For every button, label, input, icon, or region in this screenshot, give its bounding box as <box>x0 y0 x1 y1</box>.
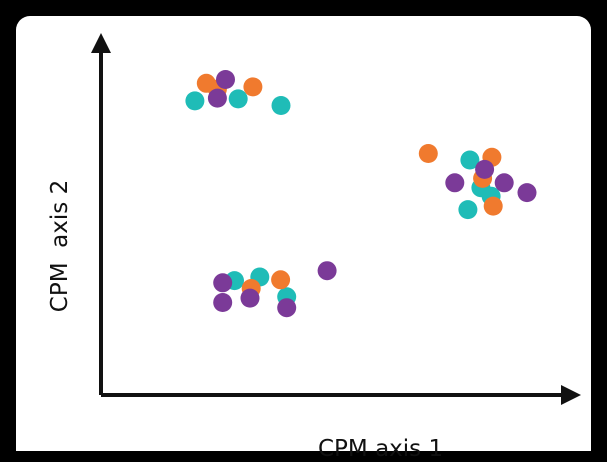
data-point <box>418 144 438 163</box>
y-axis-arrowhead <box>91 33 111 53</box>
chart-panel: CPM axis 1 CPM axis 2 <box>16 16 591 462</box>
data-point <box>271 96 291 115</box>
data-point <box>445 173 465 193</box>
scatter-plot <box>91 33 581 405</box>
data-point <box>483 196 503 216</box>
data-point <box>460 150 480 170</box>
y-axis-label: CPM axis 2 <box>47 179 73 313</box>
data-points <box>185 70 537 318</box>
data-point <box>216 70 235 89</box>
data-point <box>228 89 248 109</box>
data-point <box>207 88 227 108</box>
data-point <box>517 183 537 203</box>
data-point <box>213 273 233 293</box>
x-axis-label: CPM axis 1 <box>318 436 444 462</box>
data-point <box>243 77 263 97</box>
data-point <box>277 298 297 318</box>
data-point <box>213 293 233 312</box>
x-axis-arrowhead <box>561 385 581 405</box>
axes <box>91 33 581 405</box>
data-point <box>185 91 205 111</box>
data-point <box>475 159 495 179</box>
data-point <box>458 200 478 220</box>
data-point <box>240 288 260 308</box>
data-point <box>271 270 291 290</box>
data-point <box>494 173 514 193</box>
data-point <box>317 261 337 281</box>
